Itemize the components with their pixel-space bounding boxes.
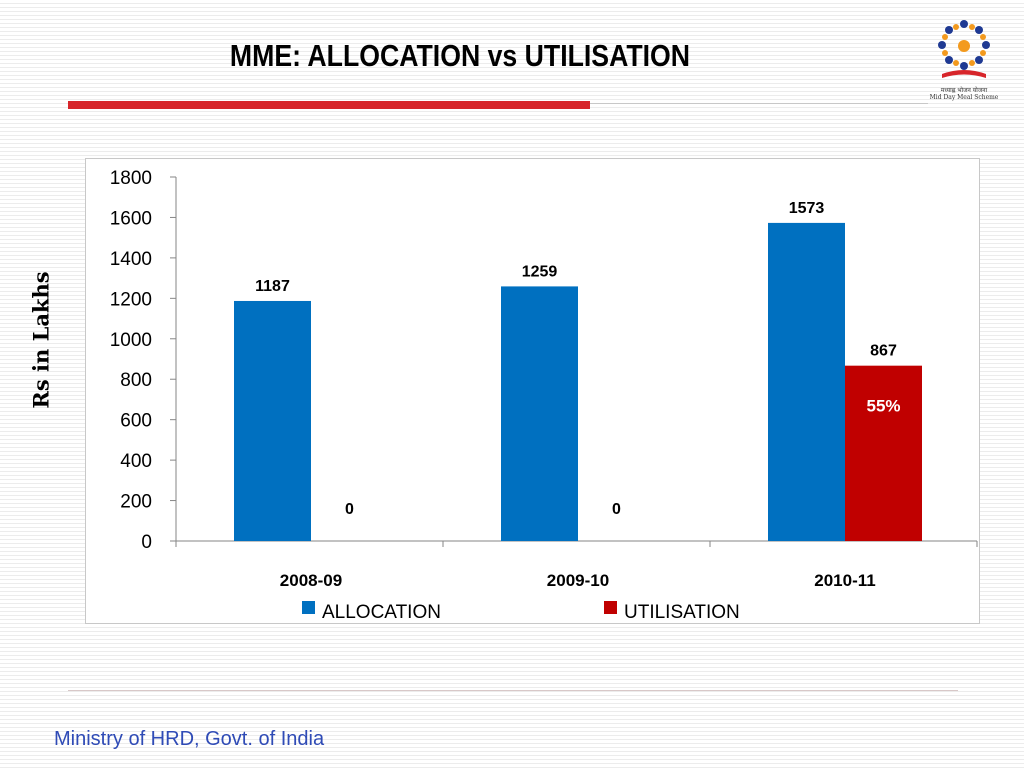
y-tick-label: 600 bbox=[120, 411, 152, 432]
y-tick-label: 1200 bbox=[110, 289, 152, 310]
logo-text-english: Mid Day Meal Scheme bbox=[929, 94, 999, 101]
title-underline-red bbox=[68, 101, 590, 109]
legend-swatch-utilisation bbox=[604, 601, 617, 614]
y-tick-label: 200 bbox=[120, 492, 152, 513]
y-tick-label: 1400 bbox=[110, 249, 152, 270]
y-tick-label: 1800 bbox=[110, 168, 152, 189]
legend-swatch-allocation bbox=[302, 601, 315, 614]
legend-label-utilisation: UTILISATION bbox=[624, 602, 740, 623]
footer-text: Ministry of HRD, Govt. of India bbox=[54, 728, 325, 750]
x-category-label: 2008-09 bbox=[280, 571, 342, 590]
slide-title: MME: ALLOCATION vs UTILISATION bbox=[229, 38, 691, 73]
mid-day-meal-logo-icon bbox=[938, 20, 990, 78]
logo-text-hindi: मध्याह्न भोजन योजना bbox=[940, 87, 988, 94]
bar-annotation: 55% bbox=[866, 397, 900, 416]
y-tick-label: 1000 bbox=[110, 330, 152, 351]
data-label: 1573 bbox=[789, 200, 825, 217]
bar-allocation-2009-10 bbox=[501, 286, 578, 541]
bar-utilisation-2010-11 bbox=[845, 365, 922, 541]
footer-divider bbox=[68, 690, 958, 691]
data-label: 867 bbox=[870, 343, 897, 360]
bar-allocation-2008-09 bbox=[234, 300, 311, 541]
title-underline-gray bbox=[590, 103, 928, 104]
data-label: 1187 bbox=[255, 278, 290, 295]
data-label: 0 bbox=[345, 501, 354, 518]
data-label: 1259 bbox=[522, 263, 558, 280]
y-tick-label: 800 bbox=[120, 370, 152, 391]
mid-day-meal-logo: मध्याह्न भोजन योजना Mid Day Meal Scheme bbox=[928, 16, 1000, 106]
y-tick-label: 1600 bbox=[110, 208, 152, 229]
legend-label-allocation: ALLOCATION bbox=[322, 602, 441, 623]
data-label: 0 bbox=[612, 501, 621, 518]
y-tick-label: 0 bbox=[141, 532, 152, 553]
y-tick-label: 400 bbox=[120, 451, 152, 472]
x-category-label: 2009-10 bbox=[547, 571, 609, 590]
bar-allocation-2010-11 bbox=[768, 222, 845, 541]
x-category-label: 2010-11 bbox=[814, 571, 875, 590]
